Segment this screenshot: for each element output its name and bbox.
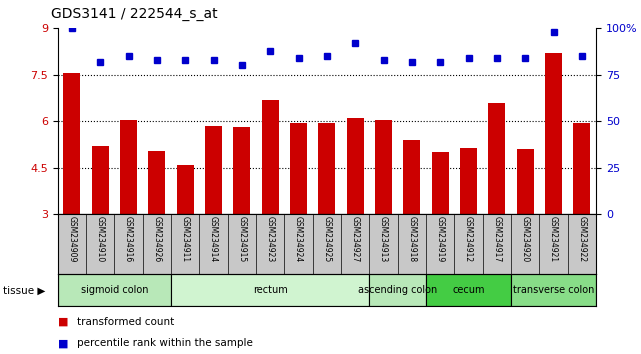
Text: GSM234925: GSM234925	[322, 216, 331, 262]
Bar	[63, 73, 80, 214]
Bar	[177, 165, 194, 214]
Text: tissue ▶: tissue ▶	[3, 285, 46, 295]
Text: GSM234919: GSM234919	[436, 216, 445, 262]
Text: GSM234926: GSM234926	[153, 216, 162, 262]
Bar	[262, 99, 279, 214]
Text: percentile rank within the sample: percentile rank within the sample	[77, 338, 253, 348]
Bar	[460, 148, 477, 214]
Text: GSM234924: GSM234924	[294, 216, 303, 262]
Text: GDS3141 / 222544_s_at: GDS3141 / 222544_s_at	[51, 7, 218, 21]
Bar	[233, 127, 251, 214]
Bar	[58, 274, 171, 306]
Text: GSM234916: GSM234916	[124, 216, 133, 262]
Text: GSM234911: GSM234911	[181, 216, 190, 262]
Text: transverse colon: transverse colon	[513, 285, 594, 295]
Bar	[369, 274, 426, 306]
Text: GSM234914: GSM234914	[209, 216, 218, 262]
Text: GSM234909: GSM234909	[67, 216, 76, 262]
Text: ■: ■	[58, 338, 68, 348]
Bar	[319, 123, 335, 214]
Text: GSM234913: GSM234913	[379, 216, 388, 262]
Bar	[347, 118, 363, 214]
Bar	[403, 140, 420, 214]
Text: GSM234912: GSM234912	[464, 216, 473, 262]
Text: GSM234922: GSM234922	[578, 216, 587, 262]
Text: cecum: cecum	[453, 285, 485, 295]
Bar	[120, 120, 137, 214]
Bar	[92, 146, 109, 214]
Bar	[375, 120, 392, 214]
Bar	[432, 152, 449, 214]
Text: GSM234923: GSM234923	[266, 216, 275, 262]
Text: rectum: rectum	[253, 285, 288, 295]
Text: GSM234917: GSM234917	[492, 216, 501, 262]
Text: GSM234921: GSM234921	[549, 216, 558, 262]
Bar	[290, 123, 307, 214]
Bar	[171, 274, 369, 306]
Text: GSM234915: GSM234915	[237, 216, 246, 262]
Bar	[574, 123, 590, 214]
Bar	[545, 53, 562, 214]
Text: GSM234927: GSM234927	[351, 216, 360, 262]
Bar	[426, 274, 511, 306]
Text: GSM234910: GSM234910	[96, 216, 104, 262]
Bar	[488, 103, 506, 214]
Text: ■: ■	[58, 317, 68, 327]
Bar	[517, 149, 534, 214]
Text: GSM234918: GSM234918	[408, 216, 417, 262]
Text: transformed count: transformed count	[77, 317, 174, 327]
Bar	[511, 274, 596, 306]
Bar	[205, 126, 222, 214]
Text: GSM234920: GSM234920	[520, 216, 529, 262]
Bar	[148, 151, 165, 214]
Text: sigmoid colon: sigmoid colon	[81, 285, 148, 295]
Text: ascending colon: ascending colon	[358, 285, 437, 295]
